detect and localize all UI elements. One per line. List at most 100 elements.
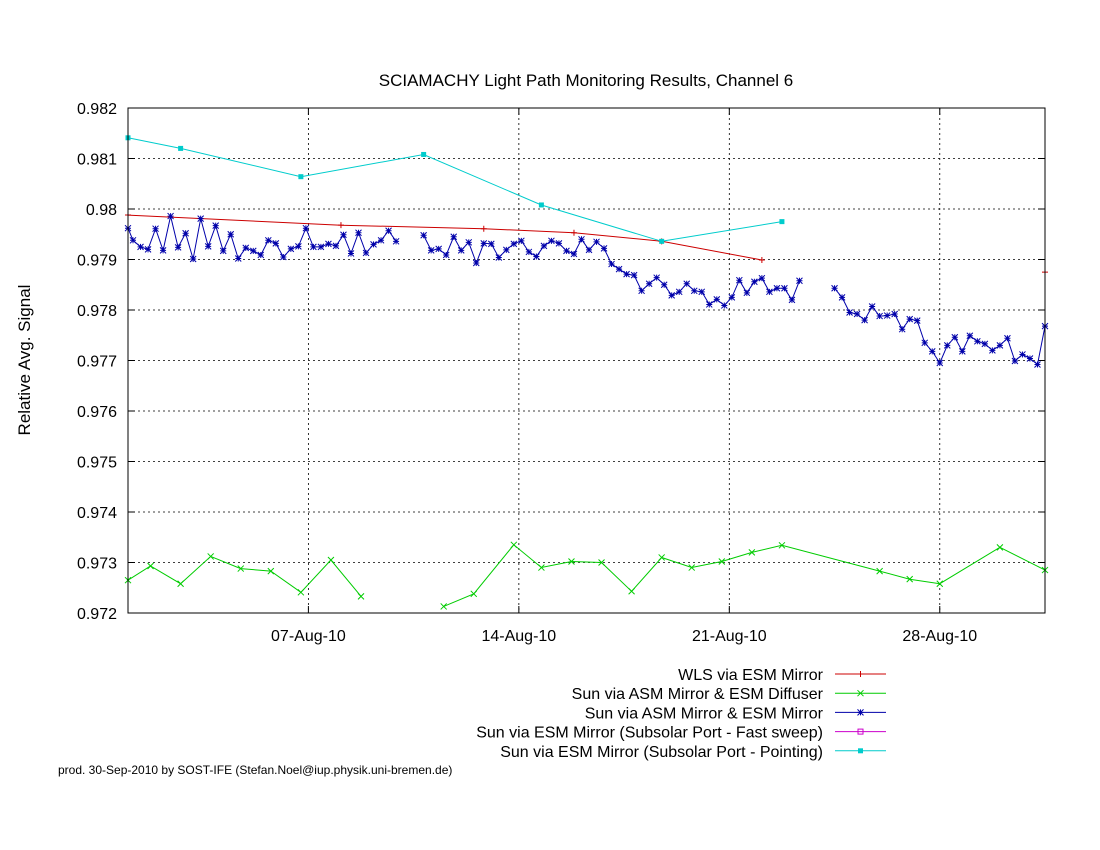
data-point (570, 229, 577, 236)
data-point (1011, 357, 1019, 365)
data-point (698, 288, 706, 296)
data-point (563, 247, 570, 255)
series-line (443, 544, 1046, 607)
data-point (355, 229, 362, 237)
data-point (420, 231, 427, 239)
series-line (127, 137, 782, 242)
data-point (906, 575, 914, 583)
data-point (237, 565, 245, 572)
data-point (129, 236, 137, 244)
data-point (951, 333, 959, 341)
data-point (362, 249, 370, 257)
data-point (370, 240, 377, 248)
data-point (249, 247, 257, 255)
data-point (540, 242, 548, 250)
data-point (1004, 334, 1011, 342)
data-point (728, 294, 736, 301)
data-point (377, 236, 385, 244)
data-point (735, 276, 743, 284)
data-point (332, 242, 340, 250)
data-point (868, 303, 876, 310)
data-point (480, 239, 488, 247)
data-point (310, 243, 317, 251)
data-point (267, 567, 275, 575)
data-point (688, 564, 696, 571)
data-point (152, 225, 159, 233)
plot-series (124, 135, 1049, 610)
data-point (623, 270, 630, 278)
grid (128, 108, 1045, 613)
data-point (272, 239, 280, 247)
data-point (891, 310, 899, 318)
data-point (973, 337, 981, 345)
data-point (427, 247, 435, 254)
data-point (457, 247, 465, 254)
y-tick-label: 0.976 (77, 404, 117, 421)
legend-label: Sun via ESM Mirror (Subsolar Port - Poin… (500, 744, 823, 761)
data-point (713, 296, 721, 303)
series-0 (125, 212, 1048, 276)
data-point (487, 240, 495, 248)
legend-marker (857, 671, 864, 677)
data-point (242, 244, 250, 252)
data-point (337, 222, 344, 229)
x-tick-label: 14-Aug-10 (481, 628, 556, 645)
data-point (838, 294, 846, 301)
data-point (219, 247, 227, 255)
y-tick-label: 0.981 (77, 152, 117, 169)
data-point (743, 289, 751, 297)
legend-label: Sun via ASM Mirror & ESM Diffuser (572, 686, 824, 703)
data-point (996, 543, 1004, 551)
data-point (781, 284, 788, 292)
data-point (928, 348, 936, 355)
data-point (340, 231, 347, 239)
data-point (578, 235, 585, 243)
production-footer: prod. 30-Sep-2010 by SOST-IFE (Stefan.No… (58, 763, 453, 777)
data-point (207, 553, 215, 560)
data-point (302, 224, 310, 232)
legend-marker (857, 689, 864, 697)
data-point (287, 245, 295, 253)
data-point (525, 248, 533, 256)
data-point (628, 587, 635, 595)
data-point (385, 227, 392, 235)
data-point (1019, 351, 1026, 358)
legend-label: WLS via ESM Mirror (678, 667, 824, 684)
data-point (796, 277, 803, 285)
data-point (137, 243, 144, 251)
data-point (831, 284, 838, 292)
data-point (608, 260, 615, 268)
legend-label: Sun via ASM Mirror & ESM Mirror (585, 705, 824, 722)
data-point (555, 239, 563, 247)
series-line (127, 214, 762, 261)
data-point (147, 562, 154, 570)
data-point (936, 359, 944, 367)
data-point (658, 554, 666, 561)
x-tick-label: 21-Aug-10 (692, 628, 767, 645)
data-point (189, 255, 197, 263)
series-2 (124, 212, 1049, 368)
data-point (958, 348, 966, 355)
y-tick-label: 0.982 (77, 101, 117, 118)
data-point (751, 278, 758, 286)
data-point (421, 151, 427, 157)
legend-marker (857, 709, 864, 716)
data-point (533, 253, 540, 260)
data-point (758, 274, 766, 282)
chart-title: SCIAMACHY Light Path Monitoring Results,… (379, 71, 794, 90)
data-point (465, 238, 473, 246)
data-point (279, 253, 287, 261)
data-point (538, 564, 545, 571)
data-point (518, 237, 525, 245)
data-point (876, 312, 883, 320)
data-point (538, 202, 544, 208)
data-point (861, 316, 868, 324)
data-point (510, 541, 518, 549)
data-point (392, 237, 400, 245)
data-point (450, 233, 458, 241)
y-tick-label: 0.972 (77, 606, 117, 623)
data-point (548, 237, 555, 245)
y-tick-label: 0.978 (77, 303, 117, 320)
data-point (876, 567, 883, 575)
